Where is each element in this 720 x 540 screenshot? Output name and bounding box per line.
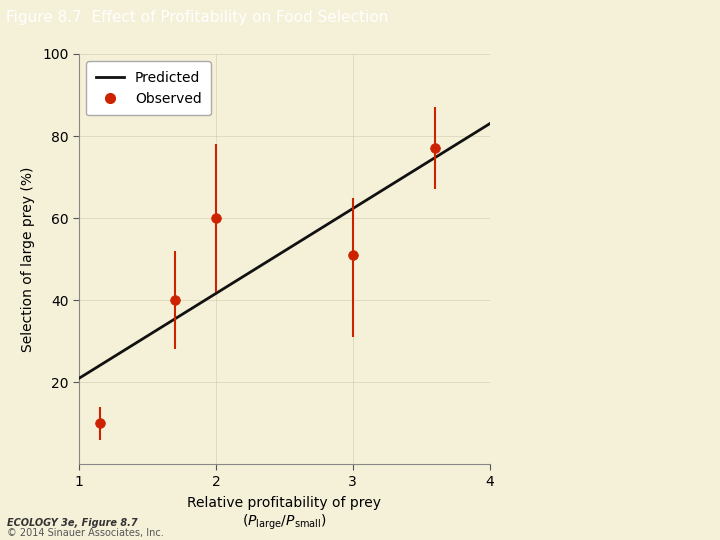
X-axis label: Relative profitability of prey
($P_{\mathrm{large}}/P_{\mathrm{small}}$): Relative profitability of prey ($P_{\mat… (187, 496, 382, 532)
Y-axis label: Selection of large prey (%): Selection of large prey (%) (22, 166, 35, 352)
Text: Figure 8.7  Effect of Profitability on Food Selection: Figure 8.7 Effect of Profitability on Fo… (6, 10, 388, 25)
Legend: Predicted, Observed: Predicted, Observed (86, 61, 211, 116)
Text: © 2014 Sinauer Associates, Inc.: © 2014 Sinauer Associates, Inc. (7, 528, 164, 538)
Text: ECOLOGY 3e, Figure 8.7: ECOLOGY 3e, Figure 8.7 (7, 518, 138, 529)
